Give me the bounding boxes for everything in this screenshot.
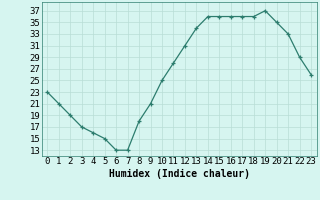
X-axis label: Humidex (Indice chaleur): Humidex (Indice chaleur) [109,169,250,179]
